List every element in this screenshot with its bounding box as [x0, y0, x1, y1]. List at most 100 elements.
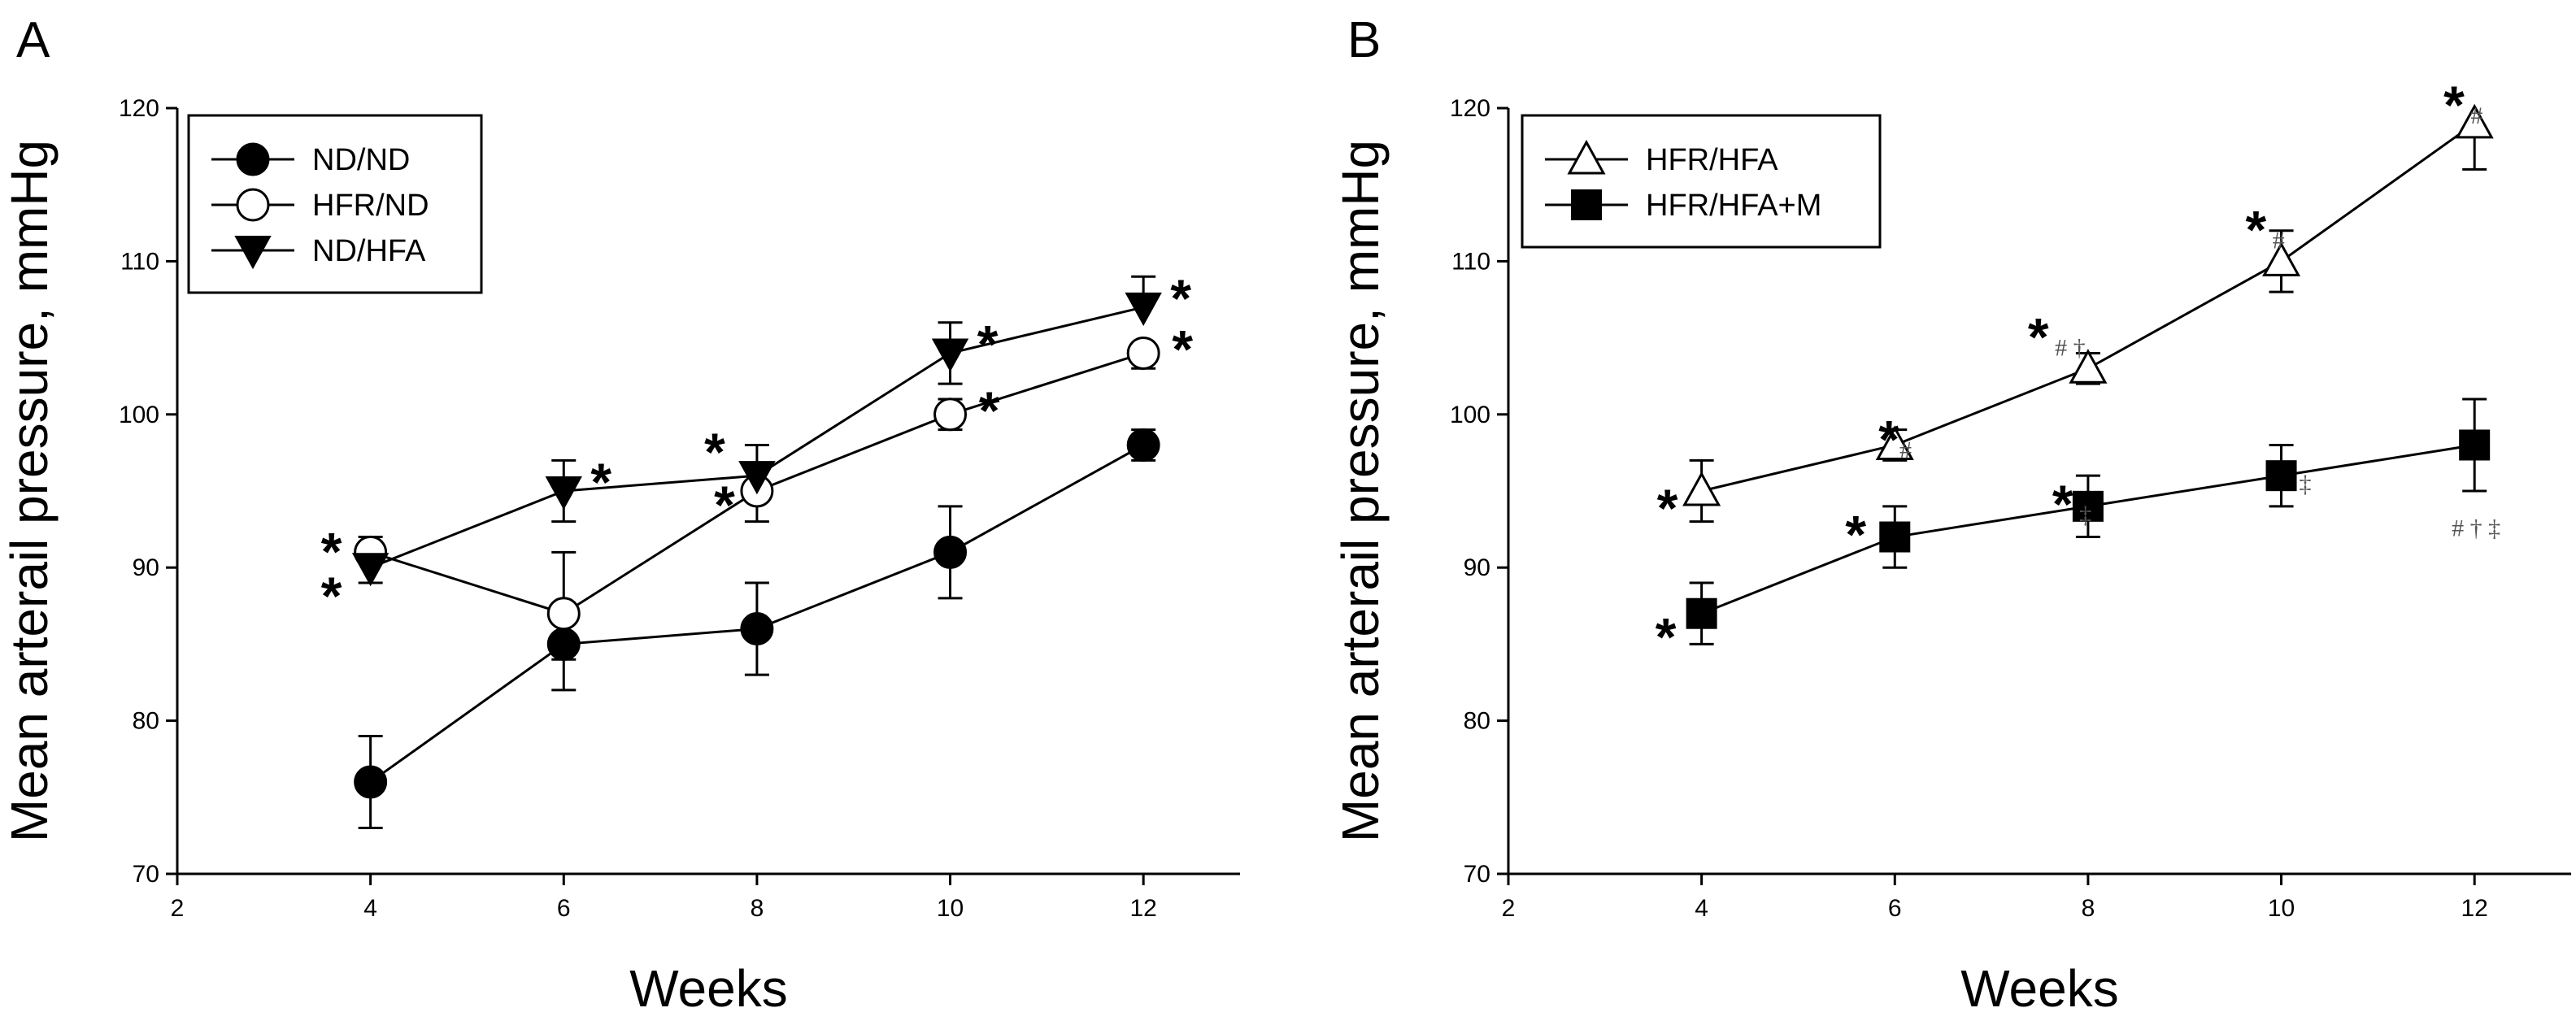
data-point [545, 476, 582, 510]
significance-star: * [1878, 409, 1899, 469]
data-point [2262, 241, 2301, 276]
significance-star: * [1656, 607, 1677, 667]
panel-a: A 2 4 6 8 10 12 70 80 90 100 110 120 Weeks Mean artera… [0, 12, 1240, 1018]
data-point [2069, 349, 2108, 384]
significance-star: * [1845, 505, 1866, 565]
annotation: * [1845, 505, 1866, 565]
significance-star: * [1657, 478, 1678, 538]
legend-entry-hfr-nd: HFR/ND [211, 188, 429, 223]
y-tick-label: 120 [119, 95, 159, 122]
data-point [546, 597, 581, 631]
data-point [933, 398, 968, 432]
y-tick-label: 110 [1451, 248, 1490, 275]
data-point [1879, 521, 1911, 553]
x-axis-title: Weeks [1960, 959, 2118, 1018]
annotation: * [979, 380, 1000, 441]
panel-letter: B [1347, 12, 1381, 68]
significance-symbol: # [2266, 227, 2285, 254]
data-point [354, 765, 388, 799]
data-point [1686, 597, 1717, 629]
significance-symbol: # † [2049, 334, 2086, 361]
y-axis-title: Mean arterail pressure, mmHg [0, 140, 59, 842]
series-nd-hfa: ** *** [321, 268, 1192, 626]
annotation: * [590, 452, 611, 512]
x-tick-label: 8 [2082, 895, 2095, 922]
annotation: *# [1878, 409, 1912, 469]
significance-symbol: # [2465, 102, 2483, 129]
y-tick-label: 80 [1464, 708, 1490, 735]
significance-star: * [714, 475, 735, 535]
legend-entry-nd-nd: ND/ND [211, 142, 410, 177]
annotation: * [321, 566, 342, 626]
significance-symbol: # [1899, 437, 1912, 463]
significance-symbol: ‡ [2300, 471, 2312, 497]
legend-marker [236, 142, 270, 176]
legend-label: HFR/HFA+M [1646, 189, 1821, 223]
x-tick-label: 4 [1695, 895, 1708, 922]
legend-entry-hfr-hfa: HFR/HFA [1545, 139, 1778, 177]
y-tick-label: 70 [133, 861, 159, 888]
legend: HFR/HFA HFR/HFA+M [1521, 114, 1882, 249]
annotation: * [977, 314, 999, 374]
annotation: * [1170, 268, 1191, 328]
legend-marker [1567, 139, 1606, 175]
y-tick-label: 90 [1464, 554, 1490, 581]
significance-star: * [590, 452, 611, 512]
data-point [740, 612, 774, 646]
y-tick-label: 90 [133, 554, 159, 581]
x-tick-label: 4 [363, 895, 377, 922]
annotation: # † ‡ [2452, 515, 2500, 541]
x-tick-label: 12 [2461, 895, 2487, 922]
significance-star: * [1172, 319, 1193, 379]
data-point [351, 553, 389, 587]
annotation: * [1657, 478, 1678, 538]
y-tick-label: 80 [133, 708, 159, 735]
legend-marker [236, 188, 270, 222]
x-tick-label: 6 [557, 895, 571, 922]
panel-letter: A [16, 12, 50, 68]
legend-entry-nd-hfa: ND/HFA [211, 234, 426, 270]
significance-star: * [704, 422, 725, 482]
x-tick-label: 8 [751, 895, 764, 922]
significance-star: * [2246, 199, 2267, 259]
data-point [2455, 103, 2494, 139]
legend-label: HFR/ND [312, 189, 429, 223]
data-point [2072, 490, 2104, 522]
significance-star: * [977, 314, 999, 374]
annotation: * # [2246, 199, 2285, 259]
annotation: * [704, 422, 725, 482]
data-point [1126, 336, 1160, 370]
data-point [1875, 425, 1914, 460]
significance-symbol: # † ‡ [2452, 515, 2500, 541]
significance-star: * [1170, 268, 1191, 328]
annotation: * [1656, 607, 1677, 667]
series-line [370, 306, 1144, 569]
panel-b: B 2 4 6 8 10 12 70 80 90 100 110 120 Weeks Mean artera… [1331, 12, 2571, 1018]
data-point [2459, 429, 2491, 461]
y-axis-title: Mean arterail pressure, mmHg [1331, 140, 1390, 842]
annotation: * # † [2028, 306, 2086, 367]
significance-star: * [321, 521, 342, 581]
annotation: * [321, 521, 342, 581]
data-point [931, 338, 969, 372]
x-tick-label: 6 [1888, 895, 1902, 922]
significance-star: * [2443, 75, 2465, 135]
x-tick-label: 2 [1502, 895, 1516, 922]
data-point [1126, 428, 1160, 462]
y-tick-label: 100 [1450, 402, 1490, 428]
significance-star: * [321, 566, 342, 626]
data-point [2265, 460, 2297, 492]
legend-marker [234, 236, 272, 270]
y-tick-label: 100 [119, 402, 159, 428]
data-point [933, 535, 968, 569]
y-tick-label: 120 [1450, 95, 1490, 122]
significance-symbol: ‡ [2073, 502, 2092, 528]
x-axis-title: Weeks [629, 959, 787, 1018]
x-tick-label: 10 [2268, 895, 2295, 922]
y-tick-label: 70 [1464, 861, 1490, 888]
legend-label: ND/HFA [312, 234, 426, 268]
significance-star: * [2028, 306, 2049, 367]
x-tick-label: 10 [937, 895, 964, 922]
data-point [1125, 292, 1162, 326]
